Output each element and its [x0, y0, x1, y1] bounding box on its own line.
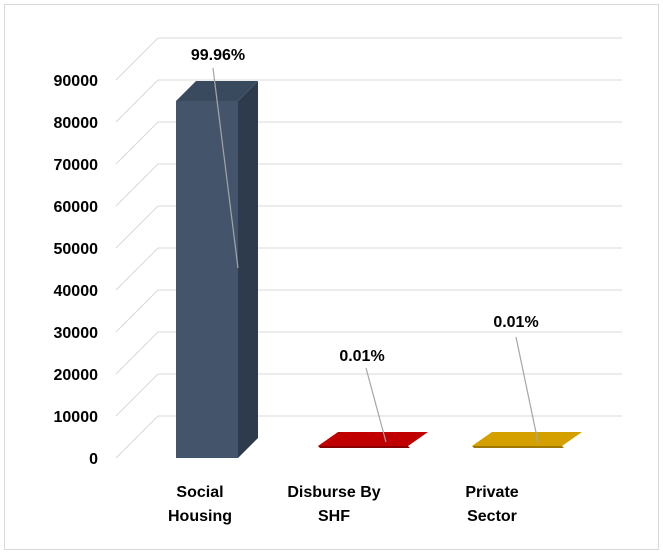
y-tick-label: 70000	[54, 157, 99, 174]
gridline-diagonal	[115, 289, 159, 333]
bar	[176, 101, 238, 458]
gridline-diagonal	[115, 373, 159, 417]
gridline-diagonal	[115, 247, 159, 291]
leader-lines	[212, 67, 539, 443]
category-label: Disburse By SHF	[287, 484, 380, 525]
data-label: 0.01%	[493, 314, 538, 331]
y-tick-label: 50000	[54, 241, 99, 258]
y-tick-label: 20000	[54, 367, 99, 384]
bar	[318, 432, 428, 446]
data-label: 0.01%	[339, 348, 384, 365]
category-label: Social Housing	[168, 484, 232, 525]
category-label-line: Disburse By	[287, 484, 380, 501]
category-label-line: Sector	[467, 508, 517, 525]
leader-line	[365, 367, 387, 443]
chart-frame	[4, 4, 659, 550]
gridline-diagonal	[115, 163, 159, 207]
bar-top	[176, 81, 258, 101]
y-tick-label: 90000	[54, 73, 99, 90]
y-tick-label: 40000	[54, 283, 99, 300]
category-label: Private Sector	[465, 484, 518, 525]
category-label-line: Housing	[168, 508, 232, 525]
y-tick-label: 30000	[54, 325, 99, 342]
data-label: 99.96%	[191, 47, 245, 64]
y-axis-ticks: 0 10000 20000 30000 40000 50000 60000 70000 8000…	[54, 73, 99, 468]
data-labels: 99.96% 0.01% 0.01%	[191, 47, 539, 365]
y-tick-label: 10000	[54, 409, 99, 426]
gridline-diagonal	[115, 331, 159, 375]
gridline-diagonal	[115, 415, 159, 459]
category-label-line: SHF	[318, 508, 350, 525]
bar-edge	[472, 446, 564, 448]
category-label-line: Private	[465, 484, 518, 501]
x-axis-categories: Social Housing Disburse By SHF Private Sector	[168, 484, 519, 525]
bar-edge	[318, 446, 410, 448]
y-tick-label: 80000	[54, 115, 99, 132]
gridline-diagonal	[115, 121, 159, 165]
category-label-line: Social	[176, 484, 223, 501]
gridline-diagonal	[115, 79, 159, 123]
y-tick-label: 60000	[54, 199, 99, 216]
y-tick-label: 0	[89, 451, 98, 468]
bar	[472, 432, 582, 446]
bars	[176, 81, 582, 458]
gridline-diagonal	[115, 205, 159, 249]
bar-side	[238, 81, 258, 458]
leader-line	[212, 67, 239, 269]
gridline-diagonal	[115, 37, 159, 81]
leader-line	[515, 336, 539, 443]
